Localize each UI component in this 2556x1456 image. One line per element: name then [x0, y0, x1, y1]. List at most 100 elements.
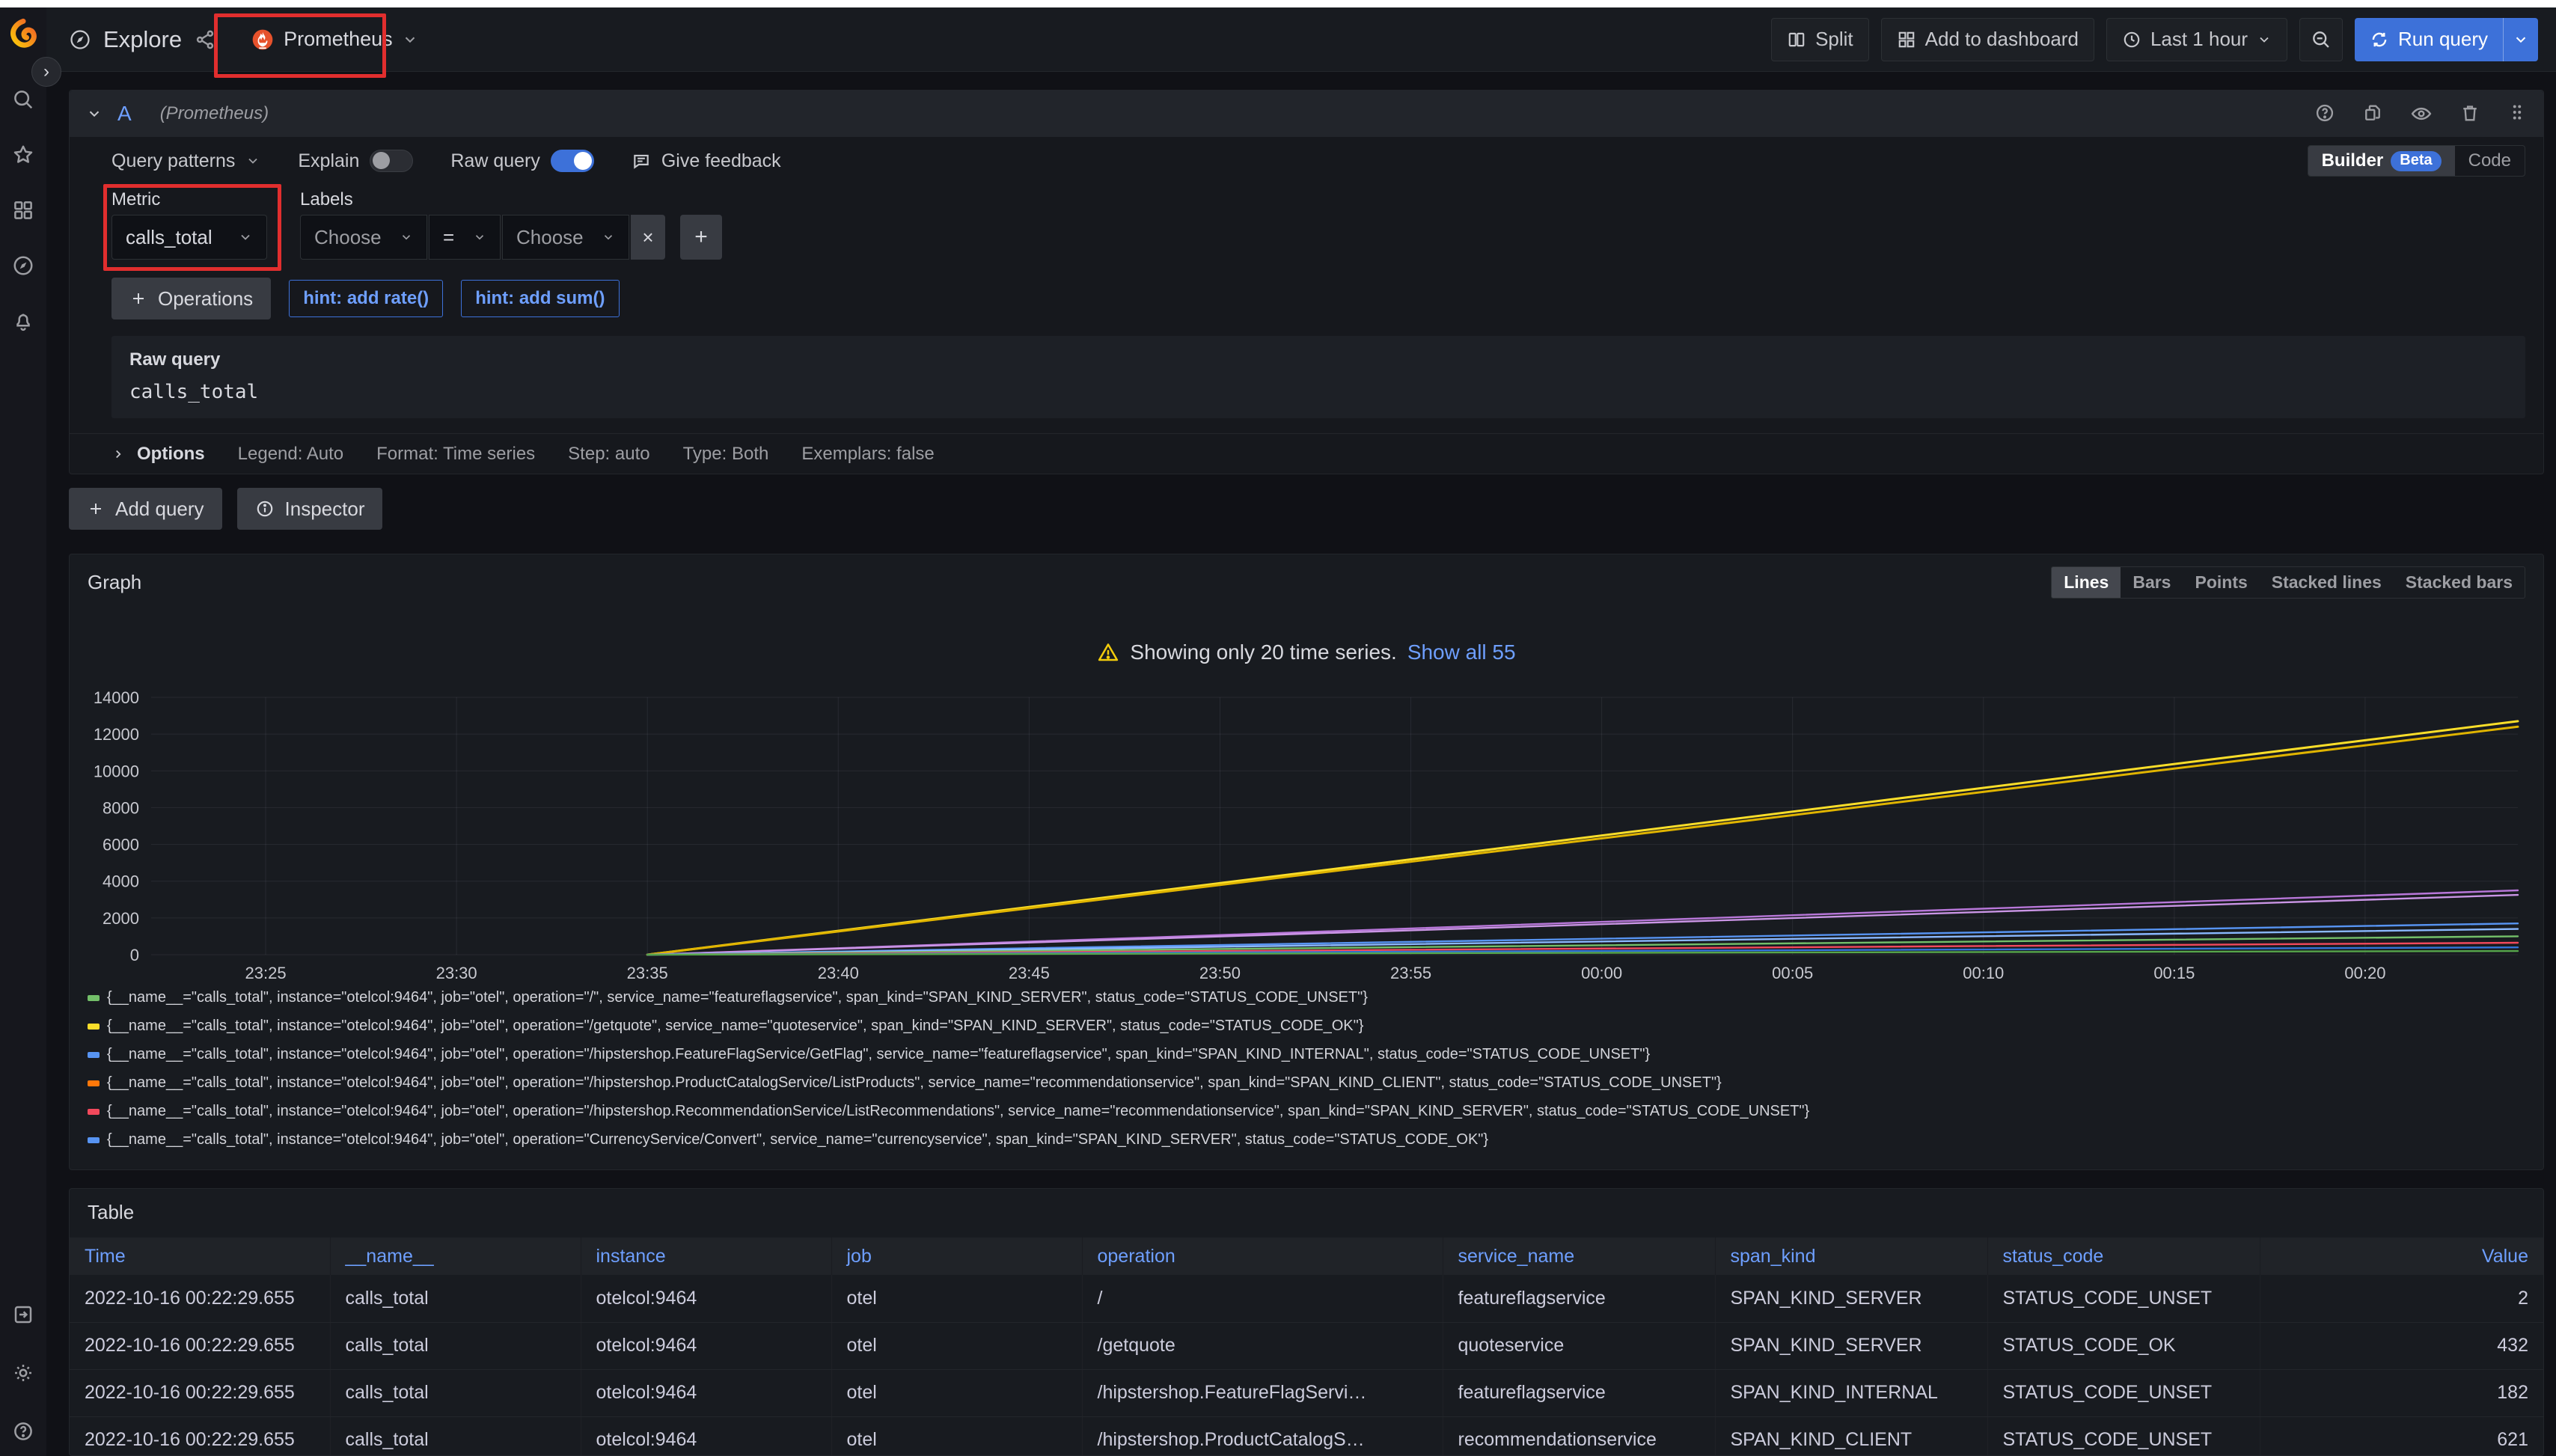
svg-text:23:35: 23:35: [627, 964, 668, 980]
graph-legend: {__name__="calls_total", instance="otelc…: [88, 989, 2525, 1161]
graph-mode-stacked-bars[interactable]: Stacked bars: [2405, 572, 2513, 592]
show-all-series-link[interactable]: Show all 55: [1407, 640, 1516, 664]
metric-field: Metric calls_total: [111, 189, 267, 260]
legend-item[interactable]: {__name__="calls_total", instance="otelc…: [88, 1018, 2525, 1035]
graph-mode-lines[interactable]: Lines: [2052, 567, 2121, 598]
column-header-service-name[interactable]: service_name: [1443, 1238, 1716, 1275]
legend-item[interactable]: {__name__="calls_total", instance="otelc…: [88, 1103, 2525, 1120]
feedback-comment-icon: [632, 151, 651, 171]
hide-response-eye-icon[interactable]: [2410, 103, 2433, 125]
table-cell: 2022-10-16 00:22:29.655: [70, 1369, 331, 1417]
label-value-select[interactable]: Choose: [502, 215, 629, 260]
split-button[interactable]: Split: [1771, 17, 1869, 61]
table-cell: 2022-10-16 00:22:29.655: [70, 1275, 331, 1323]
metric-label: Metric: [111, 189, 161, 209]
sidebar-expand-button[interactable]: ›: [31, 57, 61, 87]
metric-select[interactable]: calls_total: [111, 215, 267, 260]
settings-gear-icon[interactable]: [12, 1362, 34, 1384]
datasource-picker[interactable]: Prometheus: [239, 16, 430, 64]
legend-item[interactable]: {__name__="calls_total", instance="otelc…: [88, 1046, 2525, 1063]
hint-add-sum-button[interactable]: hint: add sum(): [461, 280, 620, 317]
dashboards-icon[interactable]: [12, 199, 34, 221]
explain-toggle[interactable]: [370, 150, 414, 172]
timeseries-chart[interactable]: 0 2000 4000 6000 8000 10000 12000 14000 23:25 23:…: [88, 687, 2525, 980]
table-cell: otel: [831, 1369, 1083, 1417]
run-query-button[interactable]: Run query: [2355, 17, 2538, 61]
query-help-icon[interactable]: [2314, 103, 2335, 125]
share-icon[interactable]: [194, 28, 216, 51]
duplicate-query-icon[interactable]: [2362, 103, 2383, 125]
chevron-down-icon: [602, 230, 615, 244]
remove-label-filter-button[interactable]: ×: [631, 215, 665, 260]
table-cell: 2022-10-16 00:22:29.655: [70, 1416, 331, 1455]
split-columns-icon: [1787, 30, 1806, 49]
table-cell: calls_total: [330, 1416, 581, 1455]
code-mode-button[interactable]: Code: [2468, 150, 2511, 171]
table-cell: 2: [2260, 1275, 2543, 1323]
builder-mode-button[interactable]: Builder Beta: [2308, 146, 2455, 176]
explore-content: A (Prometheus): [46, 72, 2556, 1456]
chevron-down-icon: [238, 230, 253, 245]
graph-mode-stacked-lines[interactable]: Stacked lines: [2271, 572, 2382, 592]
column-header--name-[interactable]: __name__: [330, 1238, 581, 1275]
table-cell: 432: [2260, 1322, 2543, 1370]
legend-swatch: [88, 1051, 100, 1058]
table-cell: otelcol:9464: [581, 1322, 832, 1370]
svg-text:00:10: 00:10: [1963, 964, 2004, 980]
query-patterns-dropdown[interactable]: Query patterns: [111, 150, 236, 171]
svg-text:00:00: 00:00: [1581, 964, 1622, 980]
options-expander[interactable]: Options: [111, 444, 205, 465]
svg-text:00:15: 00:15: [2153, 964, 2195, 980]
column-header-value[interactable]: Value: [2260, 1238, 2543, 1275]
drag-handle-icon[interactable]: [2507, 103, 2527, 125]
column-header-instance[interactable]: instance: [581, 1238, 832, 1275]
apps-grid-icon: [1897, 30, 1916, 49]
give-feedback-link[interactable]: Give feedback: [661, 150, 781, 171]
column-header-status-code[interactable]: status_code: [1987, 1238, 2260, 1275]
explain-label: Explain: [298, 150, 360, 171]
collapse-chevron-icon[interactable]: [86, 105, 103, 122]
grafana-logo-icon[interactable]: [7, 18, 39, 49]
hint-add-rate-button[interactable]: hint: add rate(): [289, 280, 444, 317]
option-type: Type: Both: [682, 443, 769, 464]
label-key-select[interactable]: Choose: [300, 215, 427, 260]
svg-text:12000: 12000: [94, 725, 139, 744]
chevron-down-icon: [2513, 31, 2529, 48]
explore-compass-icon[interactable]: [12, 254, 34, 277]
operations-button[interactable]: Operations: [111, 278, 272, 319]
column-header-operation[interactable]: operation: [1082, 1238, 1443, 1275]
add-query-button[interactable]: Add query: [69, 488, 222, 530]
query-ref-id: A: [117, 102, 132, 125]
chevron-right-icon: [111, 447, 125, 461]
starred-icon[interactable]: [12, 144, 34, 166]
sign-in-icon[interactable]: [12, 1303, 34, 1326]
legend-item[interactable]: {__name__="calls_total", instance="otelc…: [88, 1131, 2525, 1148]
legend-item[interactable]: {__name__="calls_total", instance="otelc…: [88, 989, 2525, 1006]
table-cell: STATUS_CODE_UNSET: [1987, 1369, 2260, 1417]
raw-query-toggle[interactable]: [550, 150, 594, 172]
alerting-bell-icon[interactable]: [12, 310, 34, 332]
svg-text:8000: 8000: [103, 798, 139, 817]
graph-mode-points[interactable]: Points: [2195, 572, 2248, 592]
column-header-span-kind[interactable]: span_kind: [1715, 1238, 1988, 1275]
legend-item[interactable]: {__name__="calls_total", instance="otelc…: [88, 1074, 2525, 1092]
help-icon[interactable]: [12, 1420, 34, 1443]
sync-icon: [2370, 30, 2389, 49]
time-range-picker[interactable]: Last 1 hour: [2106, 17, 2288, 61]
add-label-filter-button[interactable]: +: [680, 215, 722, 260]
query-row-header[interactable]: A (Prometheus): [70, 91, 2543, 137]
column-header-time[interactable]: Time: [70, 1238, 331, 1275]
add-to-dashboard-button[interactable]: Add to dashboard: [1880, 17, 2094, 61]
table-cell: /hipstershop.ProductCatalogS…: [1082, 1416, 1443, 1455]
remove-query-trash-icon[interactable]: [2459, 103, 2480, 125]
column-header-job[interactable]: job: [831, 1238, 1083, 1275]
label-operator-select[interactable]: =: [429, 215, 501, 260]
table-cell: otel: [831, 1275, 1083, 1323]
zoom-out-button[interactable]: [2299, 17, 2343, 61]
inspector-button[interactable]: Inspector: [236, 488, 383, 530]
search-icon[interactable]: [12, 88, 34, 111]
table-cell: STATUS_CODE_UNSET: [1987, 1416, 2260, 1455]
table-cell: SPAN_KIND_SERVER: [1715, 1322, 1988, 1370]
graph-mode-bars[interactable]: Bars: [2132, 572, 2171, 592]
run-query-dropdown[interactable]: [2503, 17, 2538, 61]
